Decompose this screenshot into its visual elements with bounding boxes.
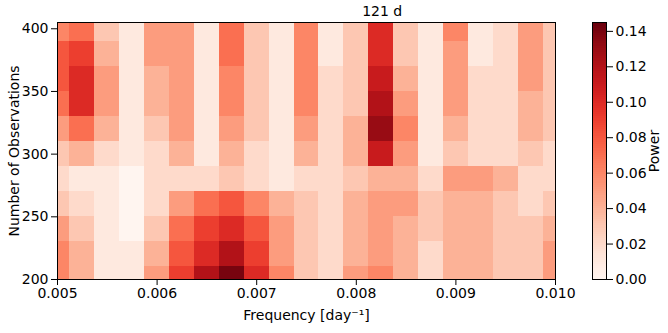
svg-text:0.009: 0.009: [436, 285, 476, 301]
svg-text:250: 250: [22, 208, 49, 224]
svg-text:0.00: 0.00: [616, 271, 647, 287]
svg-text:Frequency [day⁻¹]: Frequency [day⁻¹]: [243, 307, 369, 323]
svg-text:0.14: 0.14: [616, 23, 647, 39]
svg-text:0.007: 0.007: [237, 285, 277, 301]
svg-text:0.010: 0.010: [535, 285, 575, 301]
svg-text:400: 400: [22, 20, 49, 36]
svg-text:300: 300: [22, 146, 49, 162]
svg-text:200: 200: [21, 271, 49, 287]
svg-text:0.005: 0.005: [37, 285, 77, 301]
svg-text:350: 350: [22, 83, 49, 99]
svg-text:0.008: 0.008: [336, 285, 376, 301]
svg-text:0.006: 0.006: [137, 285, 177, 301]
svg-text:0.06: 0.06: [616, 165, 647, 181]
svg-text:Power: Power: [646, 130, 662, 173]
svg-text:0.04: 0.04: [616, 200, 647, 216]
svg-text:Number of Observations: Number of Observations: [6, 65, 22, 236]
svg-text:0.02: 0.02: [616, 236, 647, 252]
svg-text:121 d: 121 d: [362, 3, 402, 19]
svg-text:0.12: 0.12: [616, 58, 647, 74]
svg-text:0.10: 0.10: [616, 94, 647, 110]
svg-text:0.08: 0.08: [616, 129, 647, 145]
